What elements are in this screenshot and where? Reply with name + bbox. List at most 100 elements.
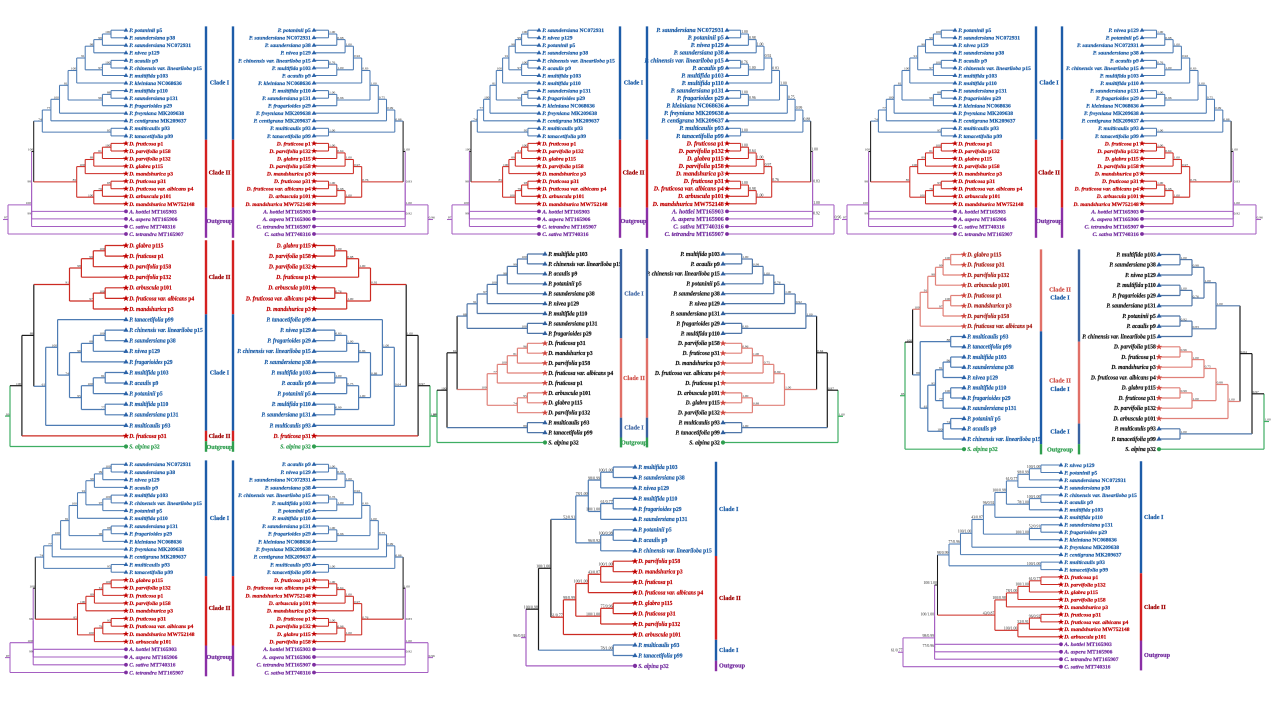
svg-text:77: 77 [101, 406, 105, 410]
svg-text:P. freyniana MK209638: P. freyniana MK209638 [129, 111, 184, 117]
svg-text:P. saundersiana p131: P. saundersiana p131 [129, 413, 178, 419]
svg-text:0.92: 0.92 [354, 489, 360, 493]
svg-text:100: 100 [935, 143, 941, 147]
svg-text:D. glabra p115: D. glabra p115 [637, 601, 672, 607]
svg-text:98/0.99: 98/0.99 [563, 595, 575, 600]
svg-text:Outgroup: Outgroup [620, 218, 647, 225]
svg-text:Clade II: Clade II [719, 595, 741, 602]
svg-text:1.00: 1.00 [431, 412, 437, 416]
svg-text:0.75: 0.75 [379, 96, 385, 100]
svg-text:74: 74 [513, 402, 517, 406]
svg-text:P. multicaulis p93: P. multicaulis p93 [542, 126, 583, 132]
svg-text:P. freyniana MK209638: P. freyniana MK209638 [542, 111, 597, 117]
svg-text:1.00: 1.00 [1232, 148, 1238, 152]
svg-text:D. arbuscula p101: D. arbuscula p101 [1063, 635, 1106, 641]
svg-text:P. acaulis p9: P. acaulis p9 [129, 485, 158, 491]
svg-text:C. sativa MT740316: C. sativa MT740316 [542, 232, 589, 238]
svg-text:0.83: 0.83 [1234, 180, 1240, 184]
svg-text:1.00: 1.00 [742, 255, 748, 259]
svg-text:0.92: 0.92 [765, 54, 772, 58]
svg-text:85: 85 [73, 615, 77, 619]
svg-text:1.00: 1.00 [329, 526, 335, 530]
svg-text:98: 98 [921, 42, 925, 46]
svg-text:0.92: 0.92 [371, 281, 377, 285]
svg-text:D. parvifolia p158: D. parvifolia p158 [677, 341, 720, 347]
svg-text:1.00: 1.00 [346, 156, 352, 160]
svg-text:0.98: 0.98 [337, 36, 343, 40]
svg-text:1.00: 1.00 [757, 156, 764, 160]
svg-text:D. fruticosa p1: D. fruticosa p1 [128, 593, 163, 599]
svg-text:A. aspera MT165906: A. aspera MT165906 [1090, 217, 1139, 223]
svg-text:1.00: 1.00 [346, 42, 352, 46]
svg-text:P. multifida p110: P. multifida p110 [272, 516, 311, 522]
svg-text:1.00: 1.00 [1157, 91, 1163, 95]
svg-text:D. mandshurica p3: D. mandshurica p3 [547, 351, 592, 357]
svg-text:88: 88 [524, 91, 528, 95]
svg-text:1.00: 1.00 [1174, 193, 1180, 197]
svg-text:P. potaninii p5: P. potaninii p5 [638, 528, 672, 534]
svg-text:96: 96 [929, 96, 933, 100]
svg-text:77/0.96: 77/0.96 [923, 644, 935, 648]
svg-text:P. multicaulis p93: P. multicaulis p93 [270, 423, 311, 429]
svg-text:P. centigrana MK209637: P. centigrana MK209637 [958, 119, 1015, 125]
svg-text:D. fruticosa p1: D. fruticosa p1 [541, 141, 576, 147]
svg-text:P. multifida p103: P. multifida p103 [958, 73, 997, 79]
svg-text:1.00: 1.00 [1157, 30, 1163, 34]
svg-text:100/1.00: 100/1.00 [1027, 495, 1040, 499]
svg-text:D. fruticosa var. albicans p4: D. fruticosa var. albicans p4 [547, 371, 613, 377]
svg-text:1.00: 1.00 [406, 201, 412, 205]
svg-text:P. nivea p129: P. nivea p129 [691, 43, 724, 49]
svg-text:0.83: 0.83 [1193, 325, 1199, 329]
svg-text:100: 100 [865, 148, 871, 152]
svg-text:98/0.99: 98/0.99 [937, 551, 949, 555]
svg-text:P. acaulis p9: P. acaulis p9 [691, 262, 720, 268]
svg-text:96/0.92: 96/0.92 [588, 538, 600, 543]
svg-text:P. kleiniana NC068636: P. kleiniana NC068636 [258, 539, 311, 545]
svg-text:1.00: 1.00 [371, 517, 377, 521]
svg-text:D. fruticosa var. albicans p4: D. fruticosa var. albicans p4 [246, 187, 311, 193]
svg-text:100: 100 [522, 255, 528, 259]
svg-text:100: 100 [522, 30, 528, 34]
svg-text:P. saundersiana p38: P. saundersiana p38 [265, 43, 311, 49]
svg-text:1.00: 1.00 [1181, 287, 1187, 291]
svg-text:S. alpina p32: S. alpina p32 [548, 440, 579, 446]
svg-text:P. fragarioides p29: P. fragarioides p29 [129, 532, 172, 538]
svg-text:P. potaninii p5: P. potaninii p5 [542, 43, 575, 49]
svg-text:P. fragarioides p29: P. fragarioides p29 [967, 396, 1010, 402]
svg-text:D. parvifolia p132: D. parvifolia p132 [966, 273, 1009, 279]
svg-text:100: 100 [72, 502, 78, 506]
svg-text:0.98: 0.98 [753, 263, 759, 267]
svg-text:P. multifida p103: P. multifida p103 [272, 501, 311, 507]
svg-text:D. parvifolia p158: D. parvifolia p158 [637, 559, 680, 565]
svg-text:100: 100 [491, 281, 497, 285]
svg-text:Clade I: Clade I [624, 80, 644, 87]
svg-text:97: 97 [483, 290, 487, 294]
svg-text:0.83: 0.83 [813, 180, 820, 184]
svg-text:P. fragarioides p29: P. fragarioides p29 [1096, 96, 1139, 102]
svg-text:1.00: 1.00 [346, 477, 352, 481]
svg-text:0.76: 0.76 [774, 281, 780, 285]
svg-text:P. potaninii p5: P. potaninii p5 [129, 28, 162, 34]
svg-text:81: 81 [64, 82, 68, 86]
svg-text:0.92: 0.92 [1182, 54, 1188, 58]
svg-text:P. multifida p103: P. multifida p103 [1116, 252, 1155, 258]
svg-text:100: 100 [484, 96, 490, 100]
svg-text:93: 93 [901, 392, 905, 396]
svg-text:P. acaulis p9: P. acaulis p9 [958, 58, 987, 64]
svg-text:98: 98 [29, 617, 33, 621]
svg-text:P. saundersiana p38: P. saundersiana p38 [542, 51, 588, 57]
svg-text:P. tanacetifolia p99: P. tanacetifolia p99 [1064, 568, 1108, 574]
svg-text:1.00: 1.00 [329, 464, 335, 468]
svg-text:0.76: 0.76 [1157, 60, 1163, 64]
svg-text:D. fruticosa var. albicans p4: D. fruticosa var. albicans p4 [245, 296, 311, 302]
svg-text:A. aspera MT165906: A. aspera MT165906 [262, 655, 311, 661]
svg-text:Clade II: Clade II [1144, 604, 1166, 611]
svg-text:P. acaulis p9: P. acaulis p9 [638, 538, 667, 544]
svg-text:0.64: 0.64 [817, 349, 823, 353]
svg-text:D. mandshurica p3: D. mandshurica p3 [637, 569, 682, 575]
svg-text:P. potaninii p5: P. potaninii p5 [688, 36, 724, 42]
svg-text:100: 100 [945, 389, 951, 393]
svg-text:0.64: 0.64 [1165, 149, 1171, 153]
svg-text:79: 79 [518, 187, 522, 191]
svg-text:P. potaninii p5: P. potaninii p5 [1122, 314, 1156, 320]
